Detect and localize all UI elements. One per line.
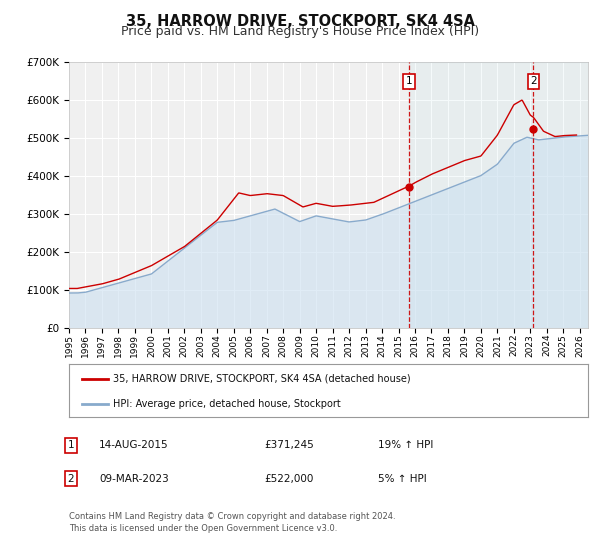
Text: 09-MAR-2023: 09-MAR-2023 xyxy=(99,474,169,484)
Text: 2: 2 xyxy=(530,76,537,86)
Text: 5% ↑ HPI: 5% ↑ HPI xyxy=(378,474,427,484)
Text: 2: 2 xyxy=(67,474,74,484)
Bar xyxy=(409,62,588,328)
Text: 1: 1 xyxy=(406,76,412,86)
Text: HPI: Average price, detached house, Stockport: HPI: Average price, detached house, Stoc… xyxy=(113,399,341,409)
Text: £522,000: £522,000 xyxy=(264,474,313,484)
Text: Price paid vs. HM Land Registry's House Price Index (HPI): Price paid vs. HM Land Registry's House … xyxy=(121,25,479,38)
Text: 35, HARROW DRIVE, STOCKPORT, SK4 4SA: 35, HARROW DRIVE, STOCKPORT, SK4 4SA xyxy=(125,14,475,29)
Text: 1: 1 xyxy=(67,440,74,450)
Text: 14-AUG-2015: 14-AUG-2015 xyxy=(99,440,169,450)
Text: £371,245: £371,245 xyxy=(264,440,314,450)
Text: 19% ↑ HPI: 19% ↑ HPI xyxy=(378,440,433,450)
Text: Contains HM Land Registry data © Crown copyright and database right 2024.
This d: Contains HM Land Registry data © Crown c… xyxy=(69,512,395,533)
Text: 35, HARROW DRIVE, STOCKPORT, SK4 4SA (detached house): 35, HARROW DRIVE, STOCKPORT, SK4 4SA (de… xyxy=(113,374,411,384)
